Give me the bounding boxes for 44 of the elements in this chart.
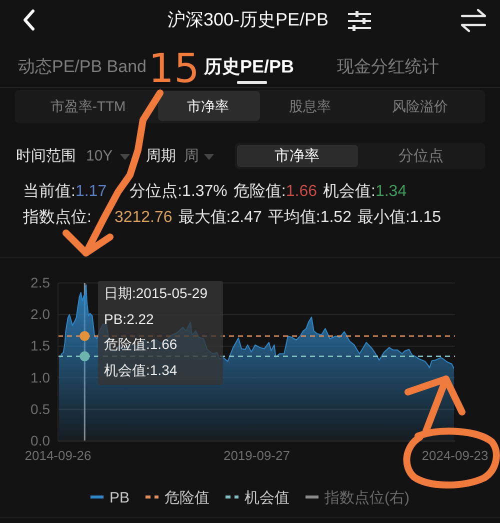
text: 周期 bbox=[146, 147, 176, 165]
text: 动态PE/PB Band bbox=[18, 57, 147, 77]
text: 平均值:1.52 bbox=[268, 208, 352, 228]
text: 1.17 bbox=[75, 182, 107, 202]
y-tick-label: 0.0 bbox=[30, 432, 50, 448]
legend-label: 机会值 bbox=[244, 489, 290, 506]
text: 3212.76 bbox=[114, 208, 172, 228]
x-tick-label: 2019-09-27 bbox=[223, 448, 290, 464]
y-tick-label: 0.5 bbox=[30, 400, 50, 417]
text: 市盈率-TTM bbox=[50, 98, 126, 114]
text: 15 bbox=[148, 46, 200, 92]
text: 分位点:1.37% bbox=[130, 182, 228, 202]
text: 最小值:1.15 bbox=[357, 208, 442, 228]
x-tick-label: 2024-09-23 bbox=[422, 448, 488, 464]
text: 10Y bbox=[86, 147, 113, 165]
text: 现金分红统计 bbox=[337, 57, 439, 77]
legend-label: PB bbox=[109, 489, 130, 506]
y-tick-label: 2.0 bbox=[30, 306, 50, 322]
text: 最大值:2.47 bbox=[178, 208, 262, 228]
text: 市净率 bbox=[187, 98, 229, 114]
annotation: 危险值:1.66 bbox=[104, 336, 178, 352]
text: 周 bbox=[184, 147, 199, 165]
text: 市净率 bbox=[274, 147, 320, 165]
text: 历史PE/PB bbox=[204, 56, 294, 78]
x-tick-label: 2014-09-26 bbox=[24, 448, 92, 464]
annotation: PB:2.22 bbox=[104, 310, 154, 327]
text: 时间范围 bbox=[16, 147, 76, 165]
legend-label: 指数点位(右) bbox=[324, 489, 410, 506]
text: 危险值: bbox=[233, 182, 286, 202]
y-tick-label: 1.0 bbox=[30, 369, 50, 386]
text: 1.34 bbox=[375, 182, 407, 202]
text: 股息率 bbox=[289, 98, 331, 114]
text: 机会值: bbox=[323, 182, 376, 202]
text: 指数点位: bbox=[23, 208, 92, 228]
legend-label: 危险值 bbox=[164, 489, 210, 506]
text: 分位点 bbox=[398, 147, 444, 165]
y-tick-label: 2.5 bbox=[30, 274, 50, 290]
annotation: 机会值:1.34 bbox=[104, 361, 178, 378]
text: 1.66 bbox=[286, 182, 317, 202]
annotation: 日期:2015-05-29 bbox=[104, 284, 208, 302]
y-tick-label: 1.5 bbox=[30, 338, 50, 354]
chart-title: 沪深300-历史PE/PB bbox=[167, 10, 329, 30]
text: 风险溢价 bbox=[392, 98, 448, 114]
text: 当前值: bbox=[23, 182, 76, 202]
